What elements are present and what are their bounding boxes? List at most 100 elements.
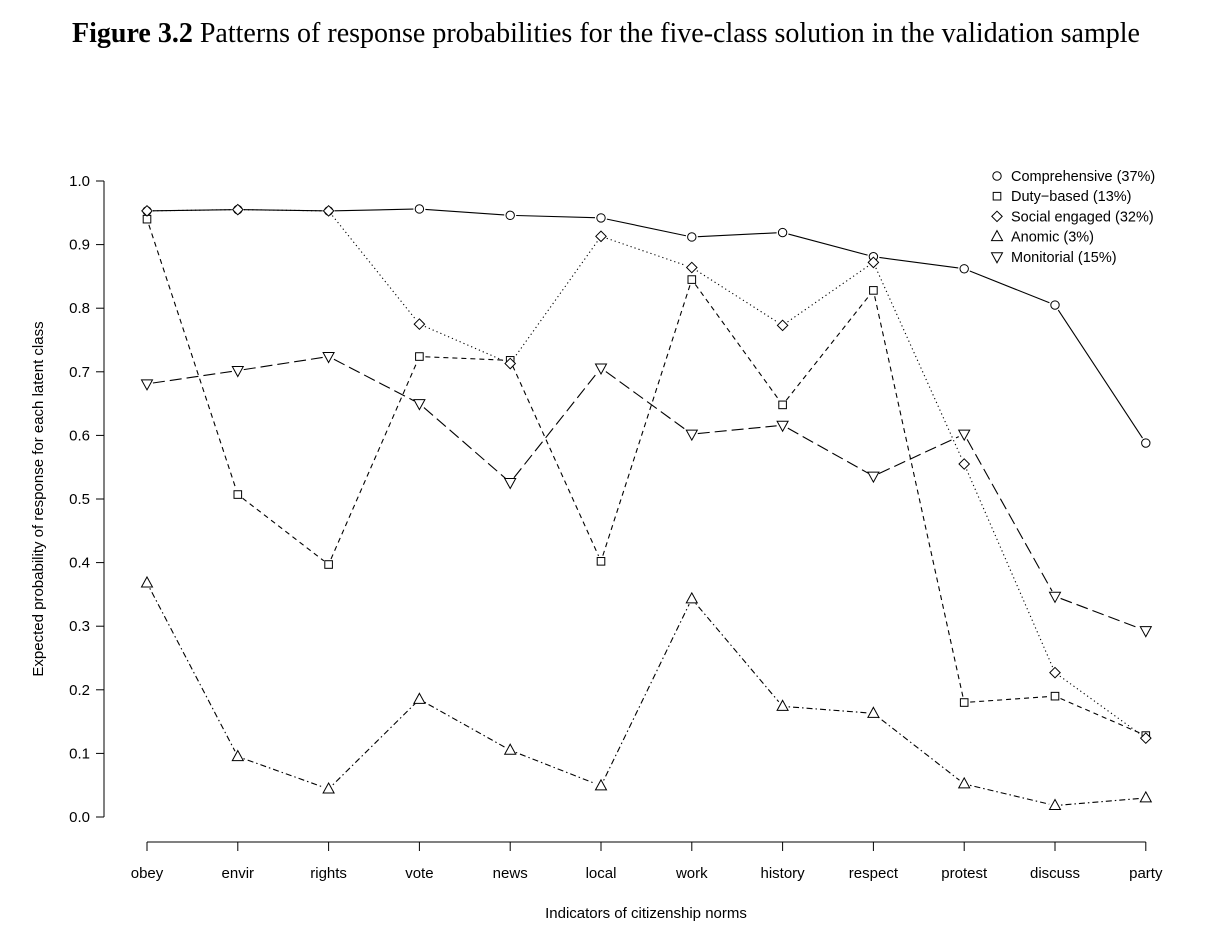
series-line-segment <box>331 215 417 320</box>
x-tick-label: discuss <box>1030 865 1080 882</box>
series-line-segment <box>149 588 236 752</box>
x-tick-label: rights <box>310 865 347 882</box>
series-line-segment <box>966 439 1053 592</box>
y-tick-label: 0.0 <box>69 809 90 826</box>
data-point <box>776 420 789 433</box>
data-point <box>685 261 698 274</box>
series-line-segment <box>697 232 777 238</box>
series-line-segment <box>606 218 687 237</box>
data-point <box>685 591 699 604</box>
series-line-segment <box>970 696 1050 703</box>
series-line-segment <box>333 358 415 402</box>
data-point <box>685 429 699 442</box>
y-tick-label: 0.7 <box>69 364 90 381</box>
figure-caption: Patterns of response probabilities for t… <box>199 18 1140 49</box>
series-line-segment <box>243 209 323 212</box>
data-point <box>503 477 517 490</box>
series-anomic <box>140 575 1153 811</box>
y-axis: 0.0 0.1 0.2 0.3 0.4 0.5 0.6 0.7 0.8 0.9 1.0 <box>69 173 105 826</box>
data-point <box>503 743 517 755</box>
figure-number: Figure 3.2 <box>72 18 193 49</box>
legend-marker <box>992 171 1002 181</box>
data-point <box>322 781 335 794</box>
series-line-segment <box>1060 597 1141 630</box>
legend-marker <box>990 229 1004 242</box>
legend-label: Monitorial (15%) <box>1011 250 1117 266</box>
data-point <box>869 286 878 295</box>
data-point <box>1049 666 1061 679</box>
data-point <box>1139 732 1152 745</box>
data-point <box>777 227 788 238</box>
series-line-segment <box>424 701 506 748</box>
legend: Comprehensive (37%) Duty−based (13%) Socia… <box>990 169 1155 266</box>
data-point <box>1141 438 1151 448</box>
series-line-segment <box>787 427 869 474</box>
data-point <box>595 230 607 243</box>
series-line-segment <box>874 296 964 697</box>
series-line-segment <box>602 285 691 556</box>
data-point <box>596 213 606 223</box>
series-line-segment <box>152 209 232 212</box>
data-point <box>957 776 971 789</box>
legend-label: Social engaged (32%) <box>1011 209 1154 225</box>
series-line-segment <box>969 270 1050 304</box>
data-point <box>322 204 335 217</box>
data-point <box>776 319 789 332</box>
data-point <box>594 363 608 376</box>
series-line-segment <box>605 371 688 432</box>
data-point <box>233 490 243 499</box>
data-point <box>596 557 606 566</box>
series-social <box>141 203 1152 745</box>
data-point <box>322 352 335 364</box>
data-point <box>959 698 969 707</box>
series-line-segment <box>512 365 600 557</box>
series-line-segment <box>242 497 325 562</box>
x-tick-label: vote <box>405 865 433 882</box>
data-point <box>1048 591 1062 604</box>
series-line-segment <box>697 425 777 435</box>
x-tick-label: obey <box>131 865 164 882</box>
legend-marker <box>992 191 1002 201</box>
series-line-segment <box>788 706 868 714</box>
series-line-segment <box>243 356 323 371</box>
data-point <box>415 352 424 361</box>
data-point <box>141 204 153 217</box>
series-line-segment <box>334 208 414 212</box>
data-point <box>140 575 154 588</box>
series-line-segment <box>152 209 232 212</box>
y-tick-label: 0.4 <box>69 555 90 572</box>
series-line-segment <box>423 407 507 479</box>
x-tick-label: local <box>586 865 617 882</box>
data-point <box>776 699 789 711</box>
series-line-segment <box>243 758 324 788</box>
y-tick-label: 0.2 <box>69 682 90 699</box>
series-line-segment <box>516 214 596 219</box>
data-point <box>1139 790 1153 803</box>
series-line-segment <box>875 267 963 459</box>
y-tick-label: 0.1 <box>69 745 90 762</box>
y-tick-label: 0.6 <box>69 427 90 444</box>
series-line-segment <box>148 224 237 490</box>
data-point <box>413 318 426 331</box>
series-line-segment <box>603 604 690 781</box>
y-tick-label: 0.8 <box>69 300 90 317</box>
x-axis-label: Indicators of citizenship norms <box>545 905 747 922</box>
series-line-segment <box>695 603 780 703</box>
data-point <box>414 204 425 214</box>
x-axis: obey envir rights vote news local work history r… <box>131 841 1163 882</box>
data-point <box>231 203 244 216</box>
series-line-segment <box>787 265 869 323</box>
y-tick-label: 0.3 <box>69 618 90 635</box>
y-tick-label: 1.0 <box>69 173 90 190</box>
series-line-segment <box>877 716 960 781</box>
data-point <box>413 399 426 411</box>
series-line-segment <box>1057 309 1143 439</box>
series-line-segment <box>424 325 505 362</box>
series-comprehensive <box>142 204 1151 448</box>
series-monitorial <box>140 352 1153 638</box>
data-point <box>959 264 969 274</box>
legend-label: Anomic (3%) <box>1011 230 1094 246</box>
data-point <box>231 749 245 762</box>
series-layer <box>140 203 1153 811</box>
